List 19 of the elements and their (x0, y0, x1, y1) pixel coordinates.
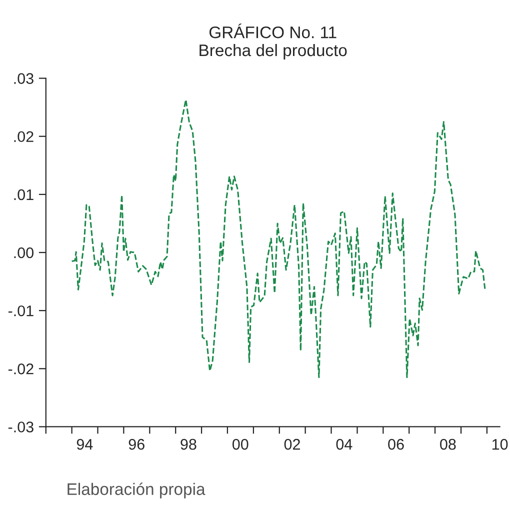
x-tick-label: 02 (284, 438, 300, 450)
x-tick-label: 00 (232, 438, 248, 450)
y-tick-label: .00 (14, 247, 34, 258)
line-series (71, 99, 486, 378)
x-tick-label: 96 (128, 438, 144, 450)
x-tick-label: 04 (336, 438, 352, 450)
x-tick-label: 06 (388, 438, 404, 450)
text: Elaboración propia (68, 482, 206, 498)
y-tick-label: .02 (14, 131, 34, 142)
y-tick-label: -.01 (8, 305, 34, 316)
x-tick-label: 94 (76, 438, 93, 450)
x-tick-label: 10 (492, 438, 508, 450)
x-tick-label: 08 (440, 438, 456, 450)
y-tick-label: .01 (14, 189, 34, 200)
y-tick-label: -.02 (8, 364, 34, 374)
y-tick-label: .03 (14, 73, 34, 84)
y-tick-label: -.03 (8, 422, 34, 432)
chart-title: GRÁFICO No. 11 Brecha del producto (200, 24, 347, 60)
x-tick-label: 98 (180, 438, 196, 450)
